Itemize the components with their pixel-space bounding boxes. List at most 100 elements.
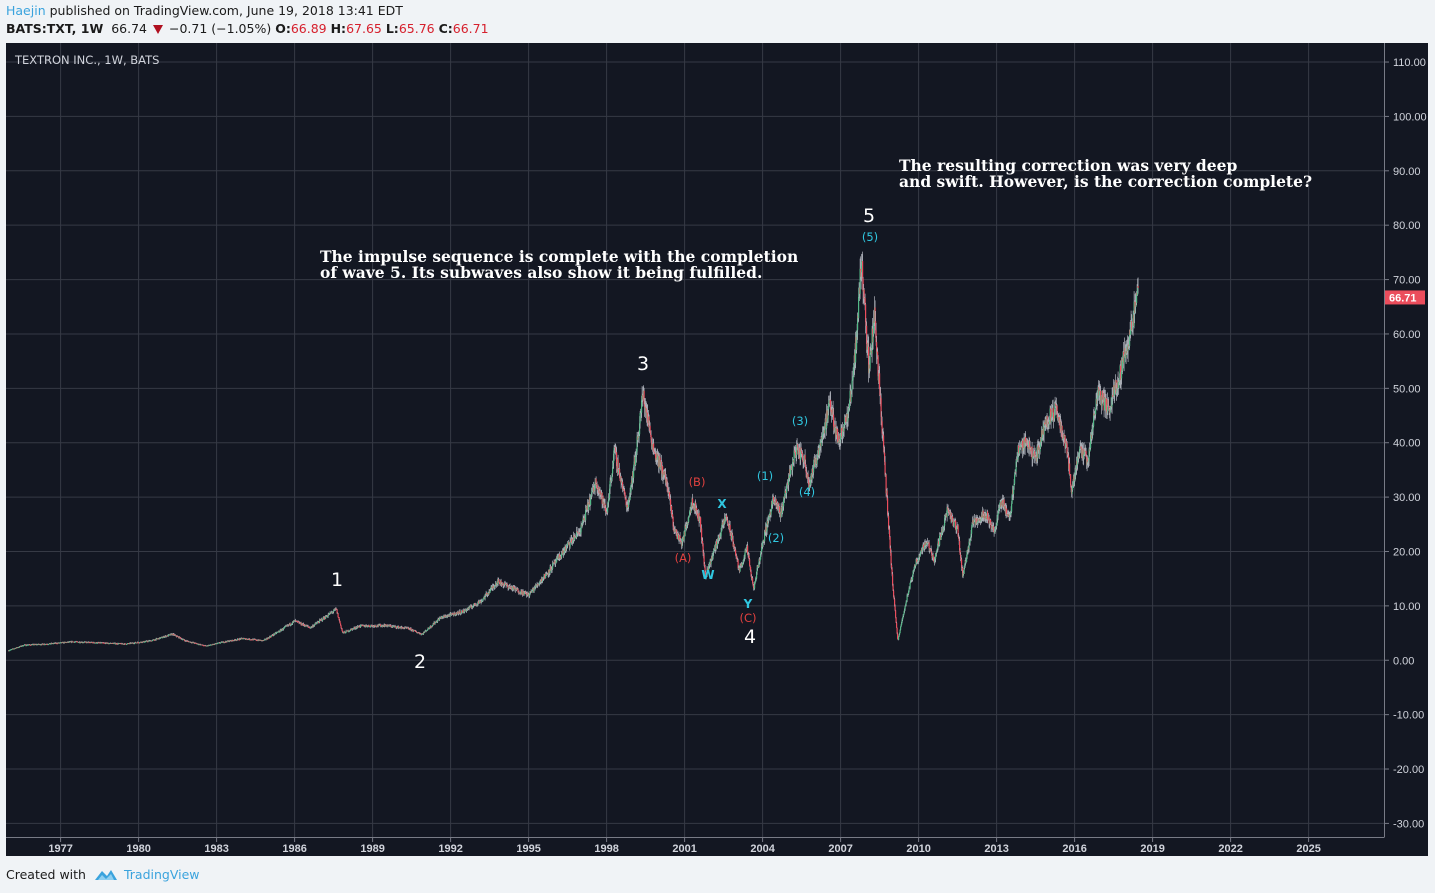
candle-body (946, 507, 948, 518)
candle-body (255, 639, 257, 641)
candle-body (592, 487, 594, 491)
candle-body (867, 342, 869, 347)
candle-body (896, 622, 898, 628)
candle-body (927, 541, 929, 543)
candle-body (654, 452, 656, 454)
candle-body (613, 453, 615, 463)
candle-body (25, 645, 27, 647)
price-chart[interactable]: 110.00100.0090.0080.0070.0060.0050.0040.… (6, 43, 1428, 856)
tradingview-link[interactable]: TradingView (123, 867, 200, 882)
candle-body (202, 644, 204, 646)
candle-body (1127, 344, 1129, 351)
candle-body (869, 353, 871, 369)
candle-body (703, 552, 705, 556)
candle-body (1069, 463, 1071, 475)
candle-body (1085, 451, 1087, 457)
candle-body (526, 594, 528, 596)
candle-body (115, 643, 117, 645)
candle-body (566, 545, 568, 546)
candle-body (244, 638, 246, 640)
candle-body (755, 578, 757, 580)
candle-body (271, 635, 273, 637)
candle-body (703, 555, 705, 565)
candle-body (842, 427, 844, 437)
candle-body (831, 412, 833, 416)
tradingview-logo-icon[interactable] (94, 868, 118, 882)
candle-body (1066, 441, 1068, 444)
candle-body (799, 447, 801, 453)
candle-body (478, 602, 480, 604)
candle-body (1099, 389, 1101, 396)
candle-body (79, 642, 81, 644)
candle-body (337, 613, 339, 618)
candle-body (964, 565, 966, 568)
candle-body (954, 521, 956, 523)
author-link[interactable]: Haejin (6, 3, 46, 18)
candle-body (1093, 413, 1095, 427)
candle-body (774, 500, 776, 504)
candle-body (403, 628, 405, 629)
candle-body (768, 514, 770, 520)
candle-body (910, 579, 912, 581)
candle-body (471, 606, 473, 608)
candle-body (837, 441, 839, 443)
candle-body (1074, 473, 1076, 481)
candle-body (614, 446, 616, 448)
candle-body (380, 624, 382, 627)
candle-body (894, 606, 896, 611)
candle-body (520, 593, 522, 595)
candle-body (687, 521, 689, 523)
candle-body (891, 565, 893, 570)
chart-frame[interactable]: 110.00 100.00 90.00 80.00 70.00 60.00 50.00 40.… (6, 43, 1428, 856)
candle-body (283, 627, 285, 630)
candle-body (339, 620, 341, 622)
candle-body (582, 521, 584, 524)
candle-body (566, 545, 568, 549)
candle-body (458, 612, 460, 614)
candle-body (783, 499, 785, 507)
candle-body (282, 629, 284, 631)
correction-note-line-2: and swift. However, is the correction co… (899, 172, 1312, 191)
candle-body (134, 642, 136, 644)
candle-body (1046, 415, 1048, 427)
candle-body (433, 623, 435, 625)
candle-body (1043, 422, 1045, 435)
candle-body (276, 632, 278, 634)
candle-body (715, 541, 717, 550)
candle-body (630, 491, 632, 494)
candle-body (175, 635, 177, 637)
candle-body (1050, 408, 1052, 423)
candle-body (951, 520, 953, 522)
candle-body (395, 626, 397, 628)
candle-body (786, 483, 788, 486)
candle-body (56, 642, 58, 644)
candle-body (905, 602, 907, 605)
candle-body (487, 593, 489, 595)
candle-body (594, 489, 596, 491)
candle-body (611, 473, 613, 478)
candle-body (319, 619, 321, 623)
candle-body (498, 579, 500, 581)
candle-body (18, 647, 20, 648)
candle-body (916, 559, 918, 563)
time-tick-label: 2013 (984, 843, 1008, 855)
candle-body (643, 390, 645, 405)
candle-body (966, 550, 968, 558)
candle-body (742, 562, 744, 564)
candle-body (341, 627, 343, 630)
candle-body (385, 624, 387, 626)
candle-body (1085, 450, 1087, 452)
candle-body (560, 557, 562, 559)
candle-body (441, 617, 443, 619)
candle-body (424, 631, 426, 633)
candle-body (839, 439, 841, 444)
candle-body (1076, 460, 1078, 469)
candle-body (670, 499, 672, 510)
candle-body (618, 469, 620, 474)
candle-body (1034, 450, 1036, 454)
candle-body (477, 603, 479, 605)
candle-body (232, 639, 234, 641)
candle-body (744, 556, 746, 558)
candle-body (749, 559, 751, 566)
candle-body (944, 515, 946, 519)
